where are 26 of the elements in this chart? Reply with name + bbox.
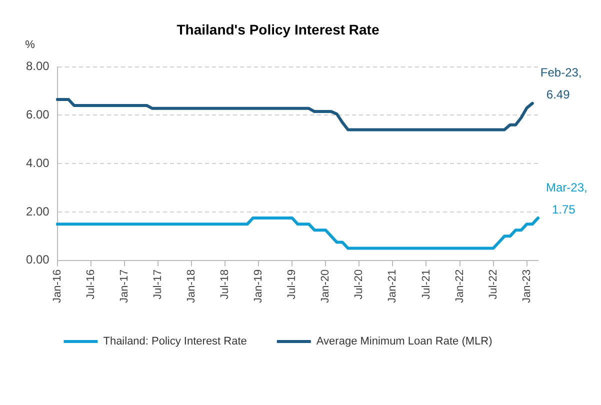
legend-label: Average Minimum Loan Rate (MLR) [316,336,492,348]
y-tick-label: 8.00 [26,59,50,74]
y-tick-label: 0.00 [26,252,50,267]
x-tick-label: Jan-22 [454,269,466,304]
x-tick-label: Jan-23 [520,269,533,304]
x-tick-label: Jul-16 [84,269,97,300]
x-tick-label: Jul-17 [152,269,164,300]
y-axis-title: % [25,38,36,51]
chart-title: Thailand's Policy Interest Rate [176,21,380,38]
x-tick-label: Jul-19 [286,269,298,300]
x-tick-label: Jul-20 [353,269,366,300]
legend-label: Thailand: Policy Interest Rate [103,336,247,348]
x-tick-label: Jan-18 [186,269,198,304]
y-tick-label: 6.00 [26,108,50,122]
x-tick-label: Jan-17 [118,269,130,304]
x-tick-label: Jan-19 [252,269,265,304]
text: Mar-23, 1.75 [546,180,588,216]
text: Feb-23, 6.49 [540,66,582,102]
y-tick-label: 2.00 [26,204,50,218]
x-tick-label: Jan-21 [386,269,399,304]
x-tick-label: Jul-22 [487,269,500,300]
y-tick-label: 4.00 [26,156,50,170]
x-tick-label: Jan-20 [320,269,332,304]
x-tick-label: Jan-16 [51,269,64,304]
x-tick-label: Jul-18 [219,269,232,300]
x-tick-label: Jul-21 [420,269,432,300]
